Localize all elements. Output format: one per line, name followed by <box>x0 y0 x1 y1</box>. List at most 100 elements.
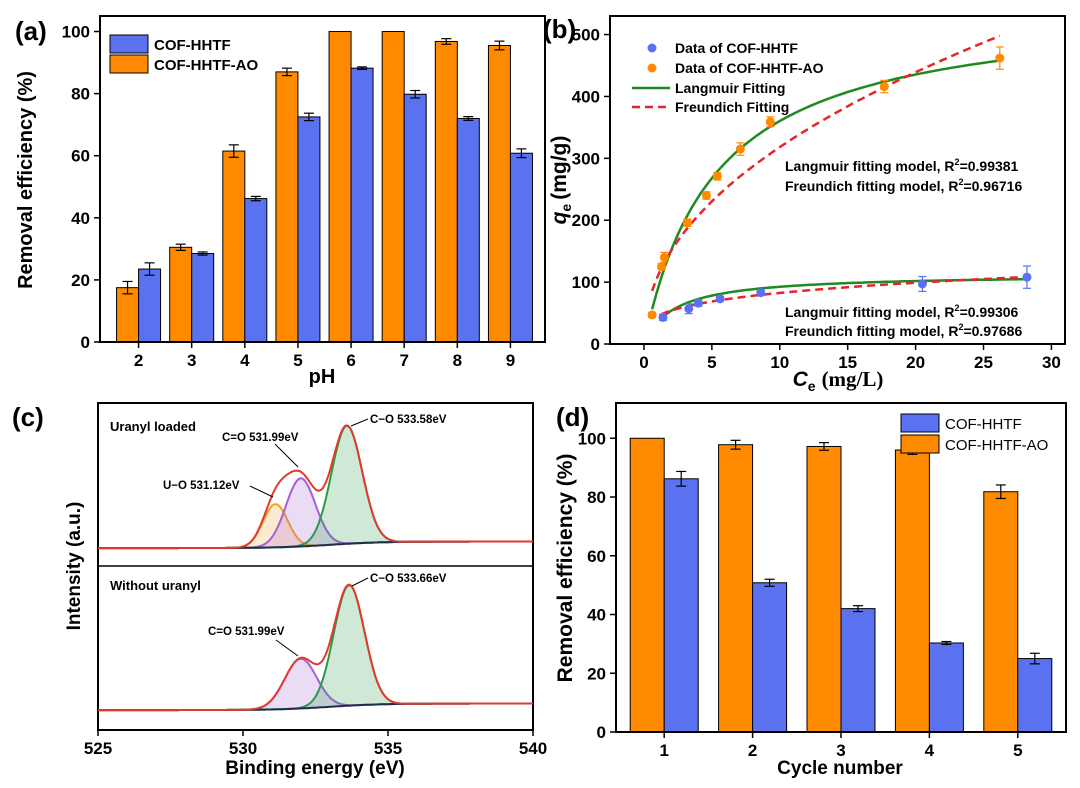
data-point-data-of-cof-hhtf-ao-2 <box>659 252 669 262</box>
peak-label-c-o-531-99-top: C=O 531.99eV <box>222 432 299 444</box>
peak-label-c-o-531-99-bottom: C=O 531.99eV <box>208 626 285 638</box>
bar-cof-hhtf-7 <box>403 93 427 343</box>
annotation-langmuir-hhtf: Langmuir fitting model, R2=0.99306 <box>785 303 1019 320</box>
fit-curve-langmuir-2 <box>660 277 1027 320</box>
panel-label-b: (b) <box>543 14 576 44</box>
data-point-data-of-cof-hhtf-ao-1 <box>657 262 667 272</box>
legend-label-cof-hhtf-ao: COF-HHTF-AO <box>154 57 258 74</box>
panel-d-xlabel: Cycle number <box>777 758 903 779</box>
panel-a-legend: COF-HHTF COF-HHTF-AO <box>109 34 258 74</box>
data-point-data-of-cof-hhtf-ao-5 <box>712 171 722 181</box>
peak-fill-c-o-531-99ev-0 <box>98 478 533 549</box>
x-tick-label-9: 9 <box>506 351 515 370</box>
envelope-line-0 <box>98 424 533 550</box>
c-x-tick-label-530: 530 <box>229 739 257 758</box>
panel-b-xlabel-unit: (mg/L) <box>822 367 884 391</box>
legend-label-data-cof-hhtf: Data of COF-HHTF <box>675 40 798 56</box>
bar-cof-hhtf-ao-2 <box>718 444 754 733</box>
panel-a-chart: 2 3 4 5 6 7 8 9 0 20 40 60 80 100 Removal efficiency … <box>15 15 546 388</box>
panel-b-data-points <box>647 46 1032 322</box>
y-tick-label-0: 0 <box>597 723 606 742</box>
bar-cof-hhtf-5 <box>297 116 321 343</box>
x-tick-label-7: 7 <box>399 351 408 370</box>
panel-a-axes: 2 3 4 5 6 7 8 9 0 20 40 60 80 100 <box>62 23 516 370</box>
panel-a-xlabel: pH <box>309 366 336 388</box>
fit-curve-freundlich-3 <box>661 275 1028 316</box>
annotation-langmuir-ao: Langmuir fitting model, R2=0.99381 <box>785 157 1019 174</box>
panel-c-peak-annotations: C−O 533.58eV C=O 531.99eV U−O 531.12eV C… <box>163 414 447 657</box>
b-y-tick-label-500: 500 <box>572 26 600 45</box>
c-x-tick-label-540: 540 <box>519 739 547 758</box>
data-point-data-of-cof-hhtf-ao-3 <box>682 218 692 228</box>
panel-c-chart: 525 530 535 540 Uranyl loaded Without urany… <box>64 402 547 779</box>
legend-label-data-cof-hhtf-ao: Data of COF-HHTF-AO <box>675 60 824 76</box>
x-tick-label-2: 2 <box>748 741 757 760</box>
peak-leader-c-o-531-99-top <box>274 443 299 468</box>
panel-d-axes: 1 2 3 4 5 0 20 40 60 80 100 <box>578 429 1023 760</box>
panel-b-ylabel-subscript: e <box>558 204 574 212</box>
x-tick-label-8: 8 <box>453 351 462 370</box>
peak-leader-co-533-66 <box>351 577 369 587</box>
bar-cof-hhtf-5 <box>1017 658 1053 733</box>
panel-label-a: (a) <box>15 16 47 46</box>
panel-b-frame <box>609 15 1066 345</box>
legend-marker-data-cof-hhtf <box>647 43 657 53</box>
bar-cof-hhtf-ao-4 <box>894 449 930 733</box>
data-point-data-of-cof-hhtf-4 <box>756 288 766 298</box>
c-x-tick-label-525: 525 <box>84 739 112 758</box>
peak-leader-uo-531-12 <box>249 485 274 498</box>
bar-cof-hhtf-4 <box>244 198 268 343</box>
x-tick-label-4: 4 <box>925 741 935 760</box>
legend-label-cof-hhtf-d: COF-HHTF <box>945 416 1022 433</box>
legend-label-cof-hhtf-ao-d: COF-HHTF-AO <box>945 437 1048 454</box>
b-y-tick-label-200: 200 <box>572 211 600 230</box>
panel-c-top-title: Uranyl loaded <box>110 419 196 434</box>
legend-label-freundlich: Freundich Fitting <box>675 99 789 115</box>
b-y-tick-label-400: 400 <box>572 87 600 106</box>
fit-curve-freundlich-1 <box>650 34 1001 292</box>
b-x-tick-label-20: 20 <box>906 353 925 372</box>
b-y-tick-label-0: 0 <box>591 335 600 354</box>
bar-cof-hhtf-3 <box>191 253 215 343</box>
bar-cof-hhtf-6 <box>350 67 374 343</box>
legend-swatch-cof-hhtf-ao-d <box>900 434 940 454</box>
panel-d-bars <box>629 437 1053 733</box>
bar-cof-hhtf-1 <box>663 478 699 733</box>
bar-cof-hhtf-ao-4 <box>222 150 246 343</box>
panel-c-xlabel: Binding energy (eV) <box>225 758 404 779</box>
peak-fill-c-o-531-99ev-1 <box>98 658 533 711</box>
data-point-data-of-cof-hhtf-1 <box>684 304 694 314</box>
x-tick-label-2: 2 <box>134 351 143 370</box>
b-x-tick-label-30: 30 <box>1042 353 1061 372</box>
panel-a-ylabel: Removal efficiency (%) <box>15 71 37 289</box>
bar-cof-hhtf-ao-8 <box>434 40 458 343</box>
c-x-tick-label-535: 535 <box>374 739 402 758</box>
bar-cof-hhtf-ao-5 <box>275 71 299 343</box>
panel-b-legend: Data of COF-HHTF Data of COF-HHTF-AO Lan… <box>632 40 824 115</box>
peak-label-co-533-66: C−O 533.66eV <box>370 573 447 585</box>
y-tick-label-60: 60 <box>587 547 606 566</box>
bar-cof-hhtf-ao-2 <box>116 287 140 343</box>
x-tick-label-6: 6 <box>346 351 355 370</box>
panel-b-ylabel-symbol: q <box>548 211 571 224</box>
panel-b-fit-curves <box>650 34 1028 320</box>
data-point-data-of-cof-hhtf-0 <box>658 312 668 322</box>
data-point-data-of-cof-hhtf-ao-0 <box>647 310 657 320</box>
panel-d-chart: 1 2 3 4 5 0 20 40 60 80 100 Removal efficiency (%)… <box>554 402 1067 779</box>
bar-cof-hhtf-ao-3 <box>806 445 842 733</box>
panel-b-xlabel: Ce (mg/L) <box>793 367 884 394</box>
peak-leader-c-o-531-99-bottom <box>275 639 299 657</box>
b-x-tick-label-25: 25 <box>974 353 993 372</box>
bar-cof-hhtf-8 <box>456 117 480 343</box>
peak-leader-co-533-58 <box>350 418 369 427</box>
bar-cof-hhtf-ao-3 <box>169 246 193 343</box>
panel-c-bottom-spectrum <box>98 583 533 712</box>
legend-swatch-cof-hhtf-d <box>900 413 940 433</box>
y-tick-label-0: 0 <box>81 333 90 352</box>
panel-d-ylabel: Removal efficiency (%) <box>554 454 577 683</box>
data-point-data-of-cof-hhtf-6 <box>1022 272 1032 282</box>
data-point-data-of-cof-hhtf-ao-7 <box>765 117 775 127</box>
panel-b-annotations: Langmuir fitting model, R2=0.99381 Freun… <box>785 157 1022 339</box>
